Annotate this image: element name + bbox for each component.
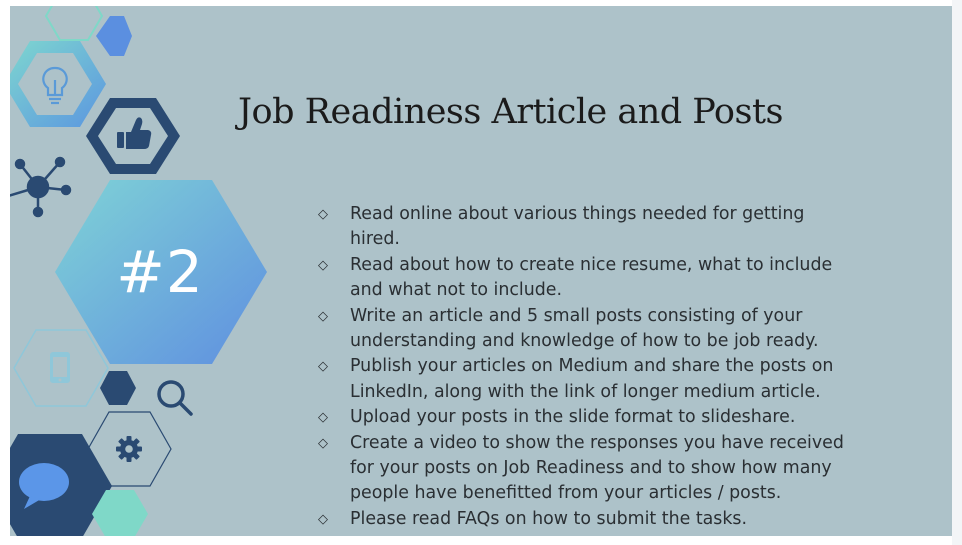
- list-item: ◇ Upload your posts in the slide format t…: [316, 405, 856, 430]
- phone-icon: [50, 352, 70, 383]
- thumbs-up-icon: [117, 117, 152, 149]
- list-item: ◇ Write an article and 5 small posts cons…: [318, 305, 819, 352]
- bullet-marker: ◇: [318, 308, 328, 324]
- list-item: ◇ Please read FAQs on how to submit the t…: [316, 507, 856, 532]
- bullet-marker: ◇: [318, 435, 328, 451]
- gear-icon: [116, 436, 142, 462]
- chat-bubble-icon: [19, 463, 69, 509]
- bullet-marker: ◇: [318, 207, 328, 222]
- hex-blue-small: [96, 16, 132, 56]
- hexagon-decoration: [10, 6, 267, 536]
- step-badge: #2: [116, 238, 204, 306]
- hex-phone: [13, 329, 109, 407]
- list-item: ◇ Read online about various things needed…: [318, 204, 805, 250]
- window-edge: [952, 0, 962, 545]
- lightbulb-icon: [42, 66, 68, 105]
- slide: Job Readiness Article and Posts #2 ◇ Read…: [10, 6, 952, 536]
- bullet-list: ◇ Read online about various things needed…: [316, 202, 856, 532]
- network-icon: [10, 156, 72, 218]
- list-item: ◇ Create a video to show the responses yo…: [318, 432, 844, 504]
- bullet-marker: ◇: [318, 257, 328, 273]
- hex-outline-top: [44, 6, 104, 41]
- bullet-marker: ◇: [318, 359, 328, 375]
- magnifier-icon: [157, 380, 193, 416]
- hex-badge: [55, 180, 267, 364]
- hex-navy-small: [100, 371, 136, 405]
- bullet-marker: ◇: [318, 511, 328, 527]
- slide-title: Job Readiness Article and Posts: [238, 92, 784, 132]
- bullet-marker: ◇: [318, 410, 328, 426]
- list-item: ◇ Publish your articles on Medium and sha…: [318, 356, 834, 402]
- hex-teal-bottom: [92, 490, 148, 536]
- list-item: ◇ Read about how to create nice resume, w…: [318, 254, 833, 301]
